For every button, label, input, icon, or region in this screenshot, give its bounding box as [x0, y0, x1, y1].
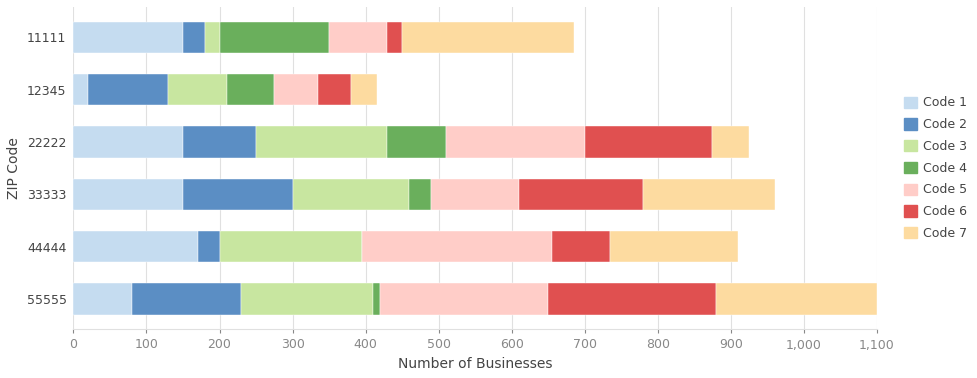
Bar: [168, 74, 227, 105]
Bar: [446, 126, 584, 158]
Bar: [73, 284, 132, 315]
Bar: [132, 284, 241, 315]
Bar: [219, 231, 361, 262]
Bar: [711, 126, 748, 158]
Bar: [715, 284, 875, 315]
Bar: [431, 179, 519, 210]
Bar: [547, 284, 715, 315]
Bar: [387, 22, 402, 53]
Y-axis label: ZIP Code: ZIP Code: [7, 137, 21, 199]
Bar: [318, 74, 351, 105]
Bar: [292, 179, 409, 210]
Bar: [274, 74, 318, 105]
Bar: [361, 231, 551, 262]
Bar: [197, 231, 219, 262]
Bar: [402, 22, 573, 53]
Bar: [256, 126, 387, 158]
Bar: [241, 284, 372, 315]
Bar: [73, 22, 183, 53]
Bar: [372, 284, 380, 315]
Bar: [73, 231, 197, 262]
Bar: [183, 22, 205, 53]
Bar: [88, 74, 168, 105]
Bar: [351, 74, 376, 105]
Bar: [409, 179, 431, 210]
Bar: [519, 179, 643, 210]
Bar: [551, 231, 610, 262]
Bar: [643, 179, 774, 210]
Bar: [205, 22, 219, 53]
Bar: [328, 22, 387, 53]
Bar: [380, 284, 547, 315]
Bar: [73, 74, 88, 105]
Bar: [610, 231, 738, 262]
Bar: [584, 126, 711, 158]
Legend: Code 1, Code 2, Code 3, Code 4, Code 5, Code 6, Code 7: Code 1, Code 2, Code 3, Code 4, Code 5, …: [898, 91, 971, 245]
Bar: [227, 74, 274, 105]
Bar: [73, 179, 183, 210]
Bar: [219, 22, 328, 53]
X-axis label: Number of Businesses: Number of Businesses: [398, 357, 552, 371]
Bar: [183, 179, 292, 210]
Bar: [387, 126, 446, 158]
Bar: [183, 126, 256, 158]
Bar: [73, 126, 183, 158]
